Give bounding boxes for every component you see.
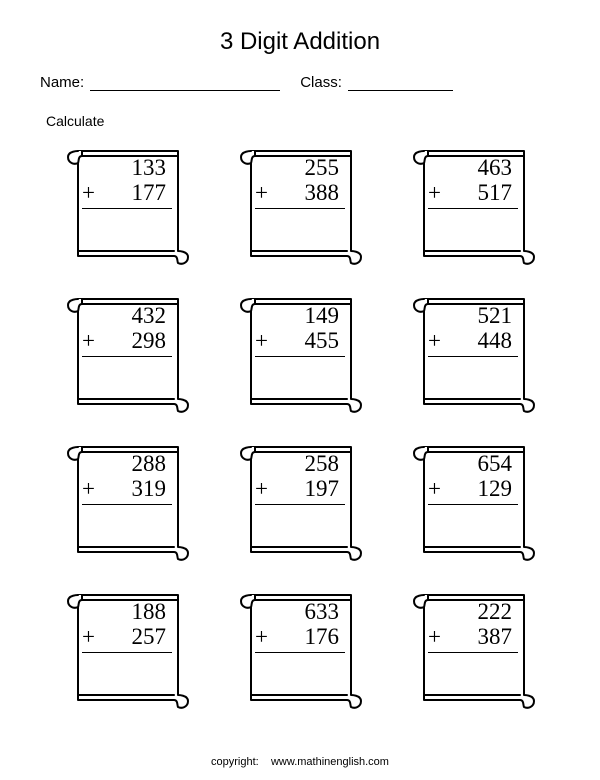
addend-top: 188: [82, 599, 172, 624]
sum-line: [428, 208, 518, 209]
operator: +: [82, 328, 95, 353]
problem-scroll: 432 + 298: [60, 291, 195, 415]
problem-scroll: 654 + 129: [406, 439, 541, 563]
addend-bottom: 129: [478, 476, 513, 501]
problem-scroll: 149 + 455: [233, 291, 368, 415]
addend-top: 255: [255, 155, 345, 180]
addend-bottom: 298: [132, 328, 167, 353]
sum-line: [255, 356, 345, 357]
name-blank: [90, 75, 280, 91]
sum-line: [428, 504, 518, 505]
addend-bottom: 387: [478, 624, 513, 649]
operator: +: [428, 624, 441, 649]
problem-grid: 133 + 177 255 + 388: [40, 143, 560, 711]
sum-line: [428, 356, 518, 357]
operator: +: [428, 180, 441, 205]
sum-line: [82, 504, 172, 505]
addend-top: 149: [255, 303, 345, 328]
instruction-label: Calculate: [46, 113, 560, 129]
operator: +: [428, 476, 441, 501]
problem-scroll: 188 + 257: [60, 587, 195, 711]
addend-bottom: 455: [305, 328, 340, 353]
addend-top: 222: [428, 599, 518, 624]
sum-line: [428, 652, 518, 653]
problem: 521 + 448: [428, 303, 518, 357]
addend-top: 432: [82, 303, 172, 328]
addend-top: 521: [428, 303, 518, 328]
footer: copyright: www.mathinenglish.com: [0, 756, 600, 768]
problem-scroll: 258 + 197: [233, 439, 368, 563]
addend-top: 633: [255, 599, 345, 624]
problem-scroll: 255 + 388: [233, 143, 368, 267]
problem-scroll: 521 + 448: [406, 291, 541, 415]
problem: 432 + 298: [82, 303, 172, 357]
problem-scroll: 288 + 319: [60, 439, 195, 563]
operator: +: [255, 476, 268, 501]
problem: 133 + 177: [82, 155, 172, 209]
addend-bottom: 176: [305, 624, 340, 649]
header-row: Name: Class:: [40, 74, 560, 91]
sum-line: [255, 504, 345, 505]
addend-top: 463: [428, 155, 518, 180]
sum-line: [82, 356, 172, 357]
problem: 288 + 319: [82, 451, 172, 505]
addend-top: 258: [255, 451, 345, 476]
problem: 654 + 129: [428, 451, 518, 505]
addend-bottom: 257: [132, 624, 167, 649]
problem: 188 + 257: [82, 599, 172, 653]
problem-scroll: 463 + 517: [406, 143, 541, 267]
page-title: 3 Digit Addition: [40, 28, 560, 56]
problem-scroll: 633 + 176: [233, 587, 368, 711]
problem: 222 + 387: [428, 599, 518, 653]
class-blank: [348, 75, 453, 91]
problem-scroll: 133 + 177: [60, 143, 195, 267]
problem: 258 + 197: [255, 451, 345, 505]
addend-bottom: 388: [305, 180, 340, 205]
problem-scroll: 222 + 387: [406, 587, 541, 711]
addend-bottom: 319: [132, 476, 167, 501]
sum-line: [255, 652, 345, 653]
operator: +: [255, 180, 268, 205]
addend-bottom: 517: [478, 180, 513, 205]
operator: +: [82, 476, 95, 501]
operator: +: [255, 624, 268, 649]
sum-line: [82, 208, 172, 209]
operator: +: [428, 328, 441, 353]
problem: 633 + 176: [255, 599, 345, 653]
problem: 255 + 388: [255, 155, 345, 209]
class-label: Class:: [300, 74, 342, 91]
copyright-url: www.mathinenglish.com: [271, 756, 389, 768]
addend-top: 133: [82, 155, 172, 180]
name-label: Name:: [40, 74, 84, 91]
copyright-label: copyright:: [211, 756, 259, 768]
problem: 463 + 517: [428, 155, 518, 209]
sum-line: [82, 652, 172, 653]
addend-top: 654: [428, 451, 518, 476]
addend-bottom: 448: [478, 328, 513, 353]
problem: 149 + 455: [255, 303, 345, 357]
addend-bottom: 197: [305, 476, 340, 501]
addend-top: 288: [82, 451, 172, 476]
operator: +: [255, 328, 268, 353]
sum-line: [255, 208, 345, 209]
addend-bottom: 177: [132, 180, 167, 205]
operator: +: [82, 180, 95, 205]
operator: +: [82, 624, 95, 649]
